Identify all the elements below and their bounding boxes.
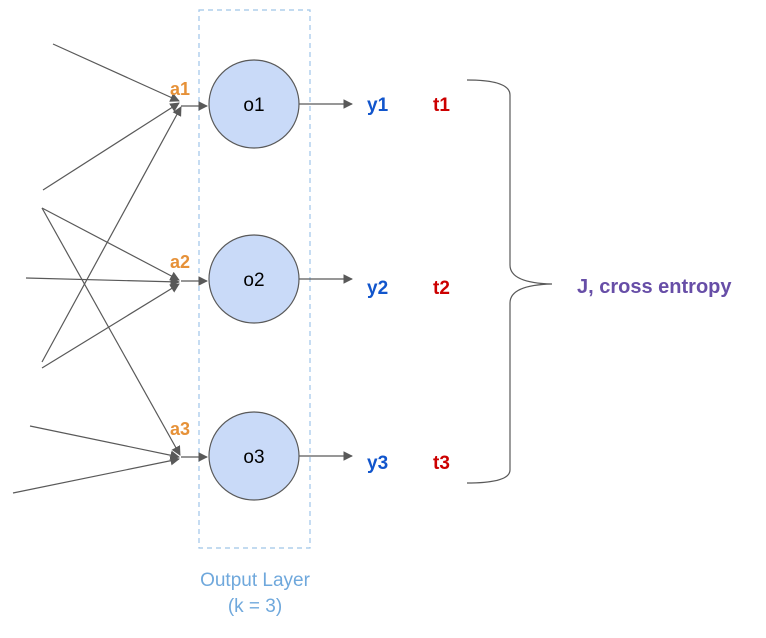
edge-in-a3-1 bbox=[41, 207, 181, 456]
output-label-y3: y3 bbox=[367, 453, 388, 474]
loss-brace bbox=[466, 79, 553, 484]
node-o3: o3 bbox=[208, 411, 300, 501]
edge-in-a3-2 bbox=[29, 425, 180, 460]
edge-in-a2-3 bbox=[41, 283, 180, 369]
node-o2-label: o2 bbox=[243, 270, 264, 291]
layer-caption-line2: (k = 3) bbox=[228, 596, 282, 617]
loss-label: J, cross entropy bbox=[577, 276, 732, 298]
activation-label-a2: a2 bbox=[170, 252, 190, 272]
target-label-t2: t2 bbox=[433, 278, 450, 299]
activation-label-a3: a3 bbox=[170, 419, 190, 439]
node-o1: o1 bbox=[208, 59, 300, 149]
node-o3-circle bbox=[208, 411, 300, 501]
target-label-t3: t3 bbox=[433, 453, 450, 474]
node-o2: o2 bbox=[208, 234, 300, 324]
output-arrows bbox=[299, 99, 353, 461]
target-label-t1: t1 bbox=[433, 95, 450, 116]
edge-in-a1-1 bbox=[52, 43, 180, 102]
edge-in-a1-3 bbox=[41, 106, 182, 363]
node-o1-label: o1 bbox=[243, 95, 264, 116]
edge-in-a2-2 bbox=[25, 276, 180, 287]
activation-label-a1: a1 bbox=[170, 79, 190, 99]
edge-in-a1-2 bbox=[42, 102, 180, 191]
edge-in-a3-3 bbox=[12, 456, 180, 494]
incoming-edges bbox=[12, 43, 182, 494]
layer-caption-line1: Output Layer bbox=[200, 570, 311, 591]
activation-arrows bbox=[181, 101, 208, 462]
output-label-y1: y1 bbox=[367, 95, 389, 116]
node-o3-label: o3 bbox=[243, 447, 264, 468]
node-o2-circle bbox=[208, 234, 300, 324]
node-o1-circle bbox=[208, 59, 300, 149]
edge-in-a2-1 bbox=[41, 207, 180, 281]
output-label-y2: y2 bbox=[367, 278, 388, 299]
